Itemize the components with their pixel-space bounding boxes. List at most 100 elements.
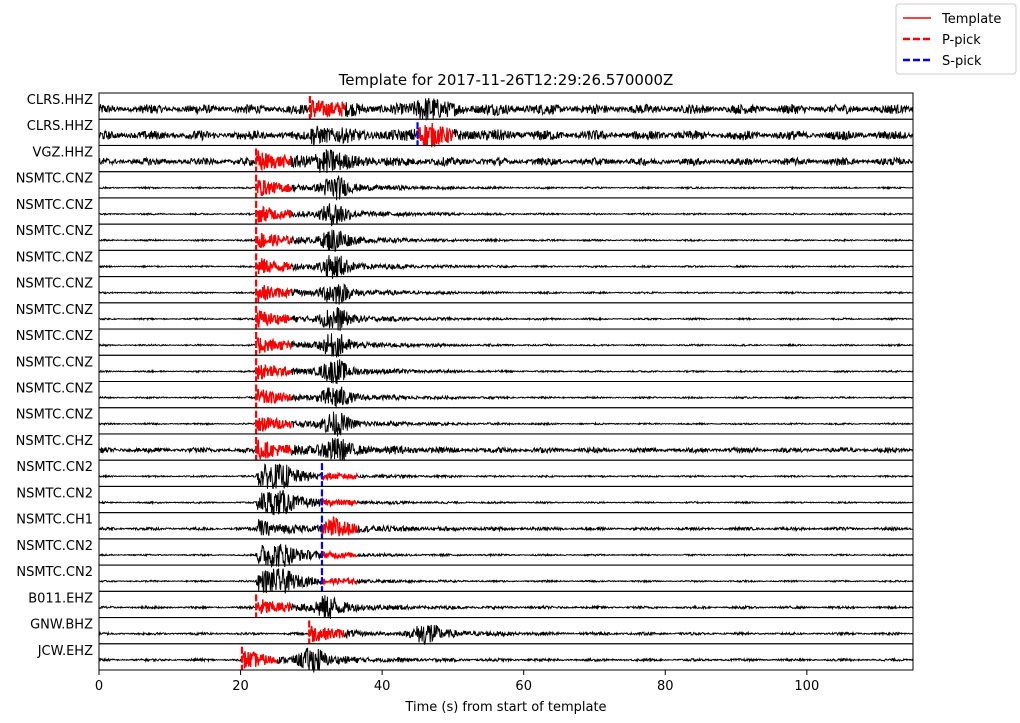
panel-frame	[98, 617, 914, 645]
legend-label: P-pick	[942, 33, 981, 48]
trace-panel: NSMTC.CNZ	[16, 302, 914, 331]
template-window-line	[255, 285, 292, 303]
station-label: NSMTC.CN2	[16, 486, 93, 501]
waveform-line	[98, 122, 914, 148]
station-label: GNW.BHZ	[30, 618, 93, 633]
station-label: NSMTC.CNZ	[16, 224, 93, 239]
panel-frame	[98, 590, 914, 619]
template-window-line	[255, 388, 292, 404]
template-window-line	[255, 416, 292, 432]
trace-panel: NSMTC.CNZ	[16, 381, 914, 409]
waveform-line	[98, 463, 913, 489]
station-label: B011.EHZ	[28, 591, 93, 606]
station-label: NSMTC.CNZ	[16, 277, 93, 292]
station-label: NSMTC.CNZ	[16, 303, 93, 318]
trace-panel: GNW.BHZ	[30, 617, 914, 645]
x-tick-label: 60	[515, 679, 532, 694]
trace-panel: NSMTC.CNZ	[16, 276, 914, 305]
panel-frame	[98, 512, 914, 540]
template-window-line	[255, 150, 292, 172]
waveform-line	[98, 595, 914, 620]
x-tick-label: 40	[374, 679, 391, 694]
trace-panel: VGZ.HHZ	[33, 144, 914, 174]
station-label: NSMTC.CNZ	[16, 408, 93, 423]
x-tick-label: 20	[232, 679, 249, 694]
template-window-line	[255, 205, 292, 223]
panel-frame	[98, 485, 914, 514]
waveform-line	[98, 411, 914, 437]
trace-panel: CLRS.HHZ	[27, 92, 914, 121]
panel-frame	[98, 643, 914, 671]
station-label: NSMTC.CNZ	[16, 250, 93, 265]
station-label: JCW.EHZ	[37, 644, 93, 659]
station-label: NSMTC.CNZ	[16, 198, 93, 213]
trace-panel: NSMTC.CNZ	[16, 328, 914, 358]
panel-frame	[98, 302, 914, 330]
x-tick-label: 0	[95, 679, 103, 694]
template-window-line	[241, 651, 278, 669]
waveform-line	[98, 516, 913, 537]
station-label: NSMTC.CHZ	[16, 434, 93, 449]
waveform-line	[98, 283, 914, 305]
template-window-line	[255, 364, 292, 380]
waveform-line	[98, 624, 914, 645]
panel-frame	[98, 197, 914, 225]
station-label: NSMTC.CN2	[16, 460, 93, 475]
waveform-line	[98, 149, 914, 174]
template-window-line	[321, 576, 358, 587]
waveform-line	[98, 647, 914, 673]
trace-panel: JCW.EHZ	[37, 643, 914, 673]
station-label: NSMTC.CNZ	[16, 382, 93, 397]
panel-frame	[98, 433, 914, 461]
chart-title: Template for 2017-11-26T12:29:26.570000Z	[338, 71, 674, 89]
template-window-line	[255, 310, 292, 329]
panel-frame	[98, 171, 914, 199]
x-tick-label: 80	[657, 679, 674, 694]
station-label: VGZ.HHZ	[33, 145, 94, 160]
panel-frame	[98, 407, 914, 435]
x-axis: 0 20 40 60 80 100	[95, 670, 819, 694]
trace-panel: NSMTC.CN2	[16, 459, 914, 489]
trace-panel: NSMTC.CNZ	[16, 354, 914, 384]
trace-panel: NSMTC.CH1	[16, 512, 914, 540]
trace-panel: NSMTC.CN2	[16, 538, 914, 568]
station-label: NSMTC.CNZ	[16, 172, 93, 187]
template-window-line	[255, 180, 292, 196]
waveform-line	[98, 97, 914, 121]
panel-frame	[98, 354, 914, 383]
panel-frame	[98, 328, 914, 356]
template-window-line	[321, 516, 358, 537]
waveform-line	[98, 438, 914, 461]
panel-frame	[98, 223, 914, 251]
waveform-line	[98, 175, 914, 201]
template-window-line	[321, 549, 358, 560]
trace-panel: NSMTC.CN2	[16, 485, 914, 516]
waveform-line	[98, 333, 914, 358]
station-label: NSMTC.CNZ	[16, 355, 93, 370]
legend-label: Template	[941, 12, 1001, 27]
trace-panel: NSMTC.CNZ	[16, 407, 914, 437]
panel-frame	[98, 381, 914, 409]
waveform-line	[98, 229, 914, 252]
legend-label: S-pick	[942, 54, 982, 69]
panel-frame	[98, 249, 914, 278]
waveform-line	[98, 203, 914, 227]
station-label: NSMTC.CNZ	[16, 329, 93, 344]
trace-panel: NSMTC.CNZ	[16, 249, 914, 279]
legend: Template P-pick S-pick	[895, 3, 1017, 75]
x-tick-label: 100	[794, 679, 819, 694]
station-label: NSMTC.CN2	[16, 539, 93, 554]
template-window-line	[308, 625, 345, 642]
legend-frame	[895, 3, 1017, 75]
trace-panel: NSMTC.CNZ	[16, 171, 914, 201]
waveform-line	[98, 543, 914, 568]
panel-frame	[98, 564, 914, 592]
x-axis-label: Time (s) from start of template	[404, 700, 606, 715]
trace-panel: B011.EHZ	[28, 590, 914, 620]
template-window-line	[255, 599, 292, 614]
trace-panel: NSMTC.CN2	[16, 564, 914, 594]
trace-panel: NSMTC.CHZ	[16, 433, 914, 461]
trace-panel: NSMTC.CNZ	[16, 223, 914, 252]
template-window-line	[255, 337, 292, 354]
